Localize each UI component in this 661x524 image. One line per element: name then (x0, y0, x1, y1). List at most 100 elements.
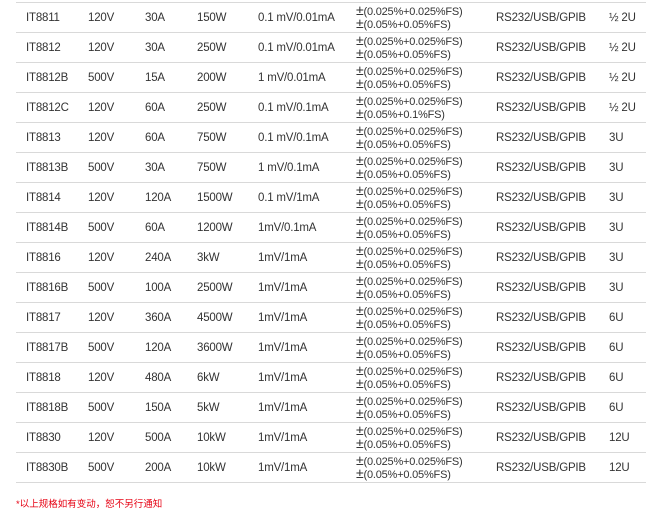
cell-current: 30A (145, 11, 165, 24)
cell-power: 1500W (197, 191, 233, 204)
accuracy-value: (0.025%+0.025%FS) (363, 155, 463, 168)
cell-resolution: 0.1 mV/1mA (258, 191, 320, 204)
cell-interface: RS232/USB/GPIB (496, 101, 586, 114)
plus-minus-sign: ± (356, 374, 364, 391)
accuracy-value: (0.05%+0.1%FS) (363, 108, 445, 121)
cell-current: 200A (145, 461, 172, 474)
cell-model: IT8812B (26, 71, 69, 84)
plus-minus-sign: ± (356, 391, 364, 408)
cell-voltage: 120V (88, 191, 115, 204)
cell-interface: RS232/USB/GPIB (496, 11, 586, 24)
plus-minus-sign: ± (356, 451, 364, 468)
cell-resolution: 0.1 mV/0.1mA (258, 131, 329, 144)
accuracy-line: ±(0.025%+0.025%FS) (356, 33, 496, 48)
cell-voltage: 120V (88, 101, 115, 114)
cell-resolution: 1mV/1mA (258, 311, 308, 324)
accuracy-value: (0.05%+0.05%FS) (363, 378, 451, 391)
plus-minus-sign: ± (356, 194, 364, 211)
accuracy-value: (0.05%+0.05%FS) (363, 318, 451, 331)
cell-power: 750W (197, 161, 227, 174)
accuracy-line: ±(0.05%+0.05%FS) (356, 346, 496, 361)
cell-current: 500A (145, 431, 172, 444)
cell-interface: RS232/USB/GPIB (496, 281, 586, 294)
cell-voltage: 120V (88, 131, 115, 144)
cell-interface: RS232/USB/GPIB (496, 431, 586, 444)
accuracy-line: ±(0.025%+0.025%FS) (356, 183, 496, 198)
accuracy-value: (0.025%+0.025%FS) (363, 335, 463, 348)
plus-minus-sign: ± (356, 61, 364, 78)
cell-power: 3kW (197, 251, 220, 264)
cell-size: 6U (609, 341, 624, 354)
cell-voltage: 120V (88, 41, 115, 54)
cell-accuracy: ±(0.025%+0.025%FS) ±(0.05%+0.05%FS) (356, 243, 496, 273)
cell-size: 3U (609, 221, 624, 234)
table-row: IT8818 120V 480A 6kW 1mV/1mA ±(0.025%+0.025%F… (16, 362, 646, 393)
spec-table: IT8811 120V 30A 150W 0.1 mV/0.01mA ±(0.025%+0… (16, 2, 646, 483)
accuracy-value: (0.05%+0.05%FS) (363, 348, 451, 361)
accuracy-line: ±(0.05%+0.05%FS) (356, 256, 496, 271)
cell-resolution: 0.1 mV/0.01mA (258, 41, 335, 54)
accuracy-line: ±(0.025%+0.025%FS) (356, 303, 496, 318)
cell-power: 5kW (197, 401, 220, 414)
cell-resolution: 1mV/1mA (258, 461, 308, 474)
cell-power: 1200W (197, 221, 233, 234)
cell-size: 12U (609, 431, 630, 444)
cell-accuracy: ±(0.025%+0.025%FS) ±(0.05%+0.1%FS) (356, 93, 496, 123)
accuracy-line: ±(0.05%+0.05%FS) (356, 16, 496, 31)
accuracy-line: ±(0.05%+0.1%FS) (356, 104, 496, 121)
cell-interface: RS232/USB/GPIB (496, 41, 586, 54)
cell-resolution: 1 mV/0.1mA (258, 161, 320, 174)
cell-model: IT8830B (26, 461, 69, 474)
cell-resolution: 1mV/1mA (258, 371, 308, 384)
cell-accuracy: ±(0.025%+0.025%FS) ±(0.05%+0.05%FS) (356, 3, 496, 33)
cell-voltage: 500V (88, 461, 115, 474)
accuracy-value: (0.025%+0.025%FS) (363, 215, 463, 228)
accuracy-value: (0.025%+0.025%FS) (363, 455, 463, 468)
accuracy-line: ±(0.025%+0.025%FS) (356, 241, 496, 258)
table-row: IT8816 120V 240A 3kW 1mV/1mA ±(0.025%+0.025%F… (16, 242, 646, 273)
cell-interface: RS232/USB/GPIB (496, 131, 586, 144)
cell-current: 120A (145, 341, 172, 354)
plus-minus-sign: ± (356, 314, 364, 331)
cell-voltage: 120V (88, 431, 115, 444)
table-row: IT8818B 500V 150A 5kW 1mV/1mA ±(0.025%+0.025%… (16, 391, 646, 423)
cell-current: 30A (145, 41, 165, 54)
plus-minus-sign: ± (356, 44, 364, 61)
table-row: IT8813B 500V 30A 750W 1 mV/0.1mA ±(0.025%+0.0… (16, 151, 646, 183)
cell-interface: RS232/USB/GPIB (496, 461, 586, 474)
cell-size: 3U (609, 191, 624, 204)
table-row: IT8814 120V 120A 1500W 0.1 mV/1mA ±(0.025%+0.… (16, 182, 646, 213)
table-row: IT8812B 500V 15A 200W 1 mV/0.01mA ±(0.025%+0.… (16, 61, 646, 93)
cell-current: 120A (145, 191, 172, 204)
cell-power: 750W (197, 131, 227, 144)
table-row: IT8830B 500V 200A 10kW 1mV/1mA ±(0.025%+0.025… (16, 451, 646, 483)
plus-minus-sign: ± (356, 241, 364, 258)
cell-voltage: 120V (88, 311, 115, 324)
table-row: IT8816B 500V 100A 2500W 1mV/1mA ±(0.025%+0.02… (16, 272, 646, 303)
accuracy-value: (0.025%+0.025%FS) (363, 95, 463, 108)
table-row: IT8817B 500V 120A 3600W 1mV/1mA ±(0.025%+0.02… (16, 332, 646, 363)
cell-size: 6U (609, 401, 624, 414)
cell-size: 6U (609, 311, 624, 324)
cell-resolution: 1mV/0.1mA (258, 221, 317, 234)
accuracy-line: ±(0.025%+0.025%FS) (356, 421, 496, 438)
cell-resolution: 1mV/1mA (258, 281, 308, 294)
accuracy-line: ±(0.025%+0.025%FS) (356, 213, 496, 228)
table-row: IT8817 120V 360A 4500W 1mV/1mA ±(0.025%+0.025… (16, 302, 646, 333)
accuracy-line: ±(0.025%+0.025%FS) (356, 451, 496, 468)
accuracy-value: (0.025%+0.025%FS) (363, 125, 463, 138)
plus-minus-sign: ± (356, 134, 364, 151)
cell-current: 480A (145, 371, 172, 384)
plus-minus-sign: ± (356, 104, 364, 121)
plus-minus-sign: ± (356, 151, 364, 168)
accuracy-line: ±(0.05%+0.05%FS) (356, 286, 496, 301)
accuracy-line: ±(0.025%+0.025%FS) (356, 363, 496, 378)
cell-interface: RS232/USB/GPIB (496, 221, 586, 234)
accuracy-value: (0.05%+0.05%FS) (363, 138, 451, 151)
cell-current: 150A (145, 401, 172, 414)
plus-minus-sign: ± (356, 421, 364, 438)
accuracy-line: ±(0.05%+0.05%FS) (356, 44, 496, 61)
cell-power: 250W (197, 101, 227, 114)
cell-current: 30A (145, 161, 165, 174)
cell-accuracy: ±(0.025%+0.025%FS) ±(0.05%+0.05%FS) (356, 123, 496, 153)
